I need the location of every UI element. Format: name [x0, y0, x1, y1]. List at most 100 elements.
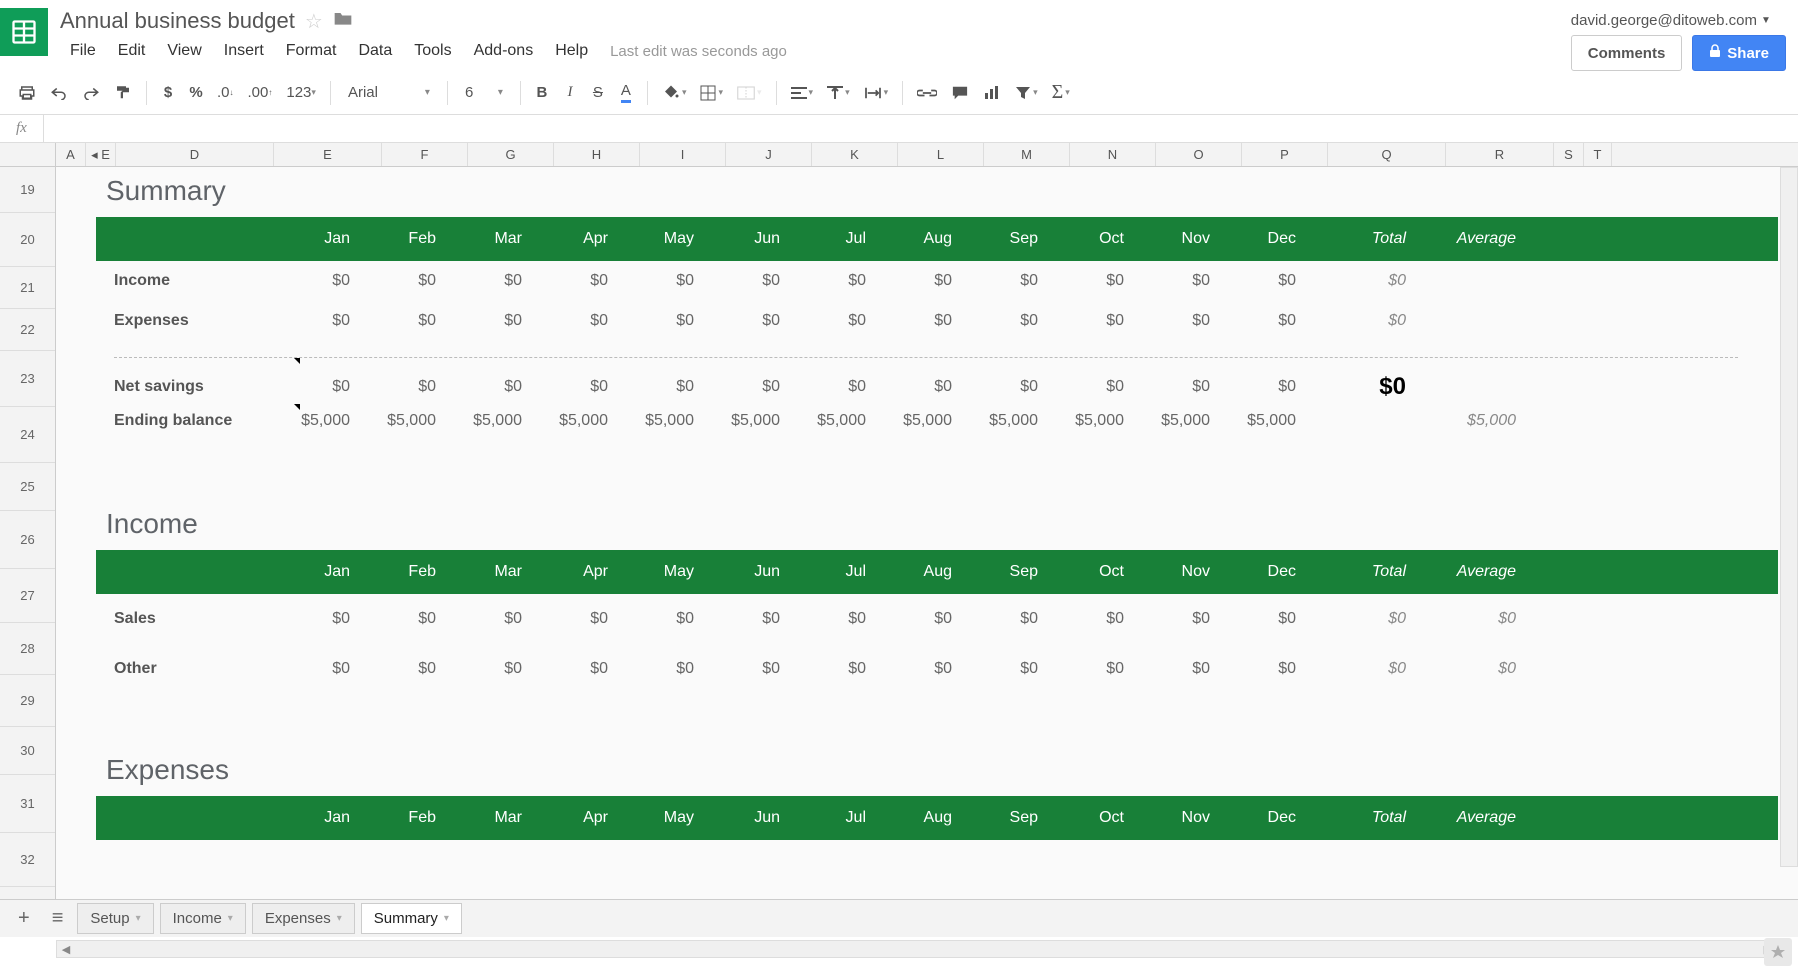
horizontal-scrollbar[interactable]: ◀ ▶	[56, 940, 1778, 958]
decimal-increase-icon[interactable]: .00↑	[242, 79, 279, 107]
month-header: Jun	[706, 563, 792, 581]
month-header: Oct	[1050, 563, 1136, 581]
select-all-corner[interactable]	[0, 143, 56, 166]
share-button[interactable]: Share	[1692, 35, 1786, 71]
month-header: Oct	[1050, 809, 1136, 827]
data-row: Other$0$0$0$0$0$0$0$0$0$0$0$0$0$0	[96, 644, 1778, 694]
row-header[interactable]: 29	[0, 675, 55, 727]
insert-comment-icon[interactable]	[945, 79, 975, 107]
merge-cells-icon[interactable]: ▾	[731, 79, 768, 107]
font-family-dropdown[interactable]: Arial▾	[339, 80, 439, 105]
month-header: May	[620, 563, 706, 581]
column-headers: A◂ EDEFGHIJKLMNOPQRST	[0, 143, 1798, 167]
row-header[interactable]: 27	[0, 569, 55, 623]
italic-icon[interactable]: I	[557, 79, 583, 107]
row-header[interactable]: 31	[0, 775, 55, 833]
column-header[interactable]: M	[984, 143, 1070, 166]
note-indicator-icon	[294, 358, 300, 364]
menu-edit[interactable]: Edit	[108, 38, 156, 64]
column-header[interactable]: R	[1446, 143, 1554, 166]
insert-link-icon[interactable]	[911, 79, 943, 107]
redo-icon[interactable]	[76, 79, 106, 107]
number-format-dropdown[interactable]: 123 ▾	[280, 79, 322, 107]
valign-icon[interactable]: ▾	[821, 79, 856, 107]
column-header[interactable]: S	[1554, 143, 1584, 166]
column-header[interactable]: J	[726, 143, 812, 166]
vertical-scrollbar[interactable]	[1780, 167, 1798, 867]
add-sheet-button[interactable]: +	[10, 903, 38, 934]
menu-view[interactable]: View	[157, 38, 211, 64]
sheets-logo[interactable]	[0, 8, 48, 56]
row-header[interactable]: 22	[0, 309, 55, 351]
sheet-tab-expenses[interactable]: Expenses▾	[252, 903, 355, 934]
sheet-tab-summary[interactable]: Summary▾	[361, 903, 462, 934]
menu-addons[interactable]: Add-ons	[464, 38, 544, 64]
bold-icon[interactable]: B	[529, 79, 555, 107]
comments-button[interactable]: Comments	[1571, 35, 1683, 71]
column-header[interactable]: P	[1242, 143, 1328, 166]
row-header[interactable]: 30	[0, 727, 55, 775]
column-header[interactable]: D	[116, 143, 274, 166]
menu-format[interactable]: Format	[276, 38, 347, 64]
menu-insert[interactable]: Insert	[214, 38, 274, 64]
document-title[interactable]: Annual business budget	[60, 8, 295, 34]
currency-icon[interactable]: $	[155, 79, 181, 107]
row-header[interactable]: 26	[0, 511, 55, 569]
column-header[interactable]: F	[382, 143, 468, 166]
sheet-tab-setup[interactable]: Setup▾	[77, 903, 153, 934]
cell: $0	[1222, 312, 1308, 330]
month-header: Jan	[276, 563, 362, 581]
decimal-decrease-icon[interactable]: .0↓	[211, 79, 240, 107]
column-header[interactable]: E	[274, 143, 382, 166]
formula-input[interactable]	[43, 115, 1798, 142]
all-sheets-button[interactable]: ≡	[44, 903, 72, 934]
column-header[interactable]: O	[1156, 143, 1242, 166]
explore-button[interactable]	[1764, 938, 1792, 966]
column-header[interactable]: G	[468, 143, 554, 166]
user-email[interactable]: david.george@ditoweb.com ▼	[1571, 12, 1786, 29]
column-header[interactable]: I	[640, 143, 726, 166]
undo-icon[interactable]	[44, 79, 74, 107]
row-header[interactable]: 24	[0, 407, 55, 463]
row-header[interactable]: 23	[0, 351, 55, 407]
insert-chart-icon[interactable]	[977, 79, 1007, 107]
menu-file[interactable]: File	[60, 38, 106, 64]
folder-icon[interactable]	[333, 9, 353, 33]
column-header[interactable]: H	[554, 143, 640, 166]
cell: $5,000	[706, 412, 792, 430]
halign-icon[interactable]: ▾	[785, 79, 820, 107]
font-size-dropdown[interactable]: 6▾	[456, 80, 512, 105]
row-header[interactable]: 28	[0, 623, 55, 675]
column-header[interactable]: L	[898, 143, 984, 166]
star-icon[interactable]: ☆	[305, 9, 323, 34]
row-header[interactable]: 20	[0, 213, 55, 267]
filter-icon[interactable]: ▾	[1009, 79, 1044, 107]
row-header[interactable]: 32	[0, 833, 55, 887]
column-header[interactable]: T	[1584, 143, 1612, 166]
column-header[interactable]: K	[812, 143, 898, 166]
sheet-tab-income[interactable]: Income▾	[160, 903, 246, 934]
column-header[interactable]: Q	[1328, 143, 1446, 166]
percent-icon[interactable]: %	[183, 79, 209, 107]
paint-format-icon[interactable]	[108, 79, 138, 107]
menu-tools[interactable]: Tools	[404, 38, 461, 64]
strikethrough-icon[interactable]: S	[585, 79, 611, 107]
functions-icon[interactable]: Σ▾	[1046, 79, 1076, 107]
column-header[interactable]: N	[1070, 143, 1156, 166]
sheet-content[interactable]: Summary Jan Feb Mar Apr May Jun Jul Aug …	[56, 167, 1798, 899]
borders-icon[interactable]: ▾	[694, 79, 729, 107]
cell: $0	[362, 272, 448, 290]
fill-color-icon[interactable]: ▾	[656, 79, 693, 107]
row-header[interactable]: 19	[0, 167, 55, 213]
text-color-icon[interactable]: A	[613, 79, 639, 107]
row-header[interactable]: 21	[0, 267, 55, 309]
column-header[interactable]: A	[56, 143, 86, 166]
menu-help[interactable]: Help	[545, 38, 598, 64]
scroll-left-icon[interactable]: ◀	[57, 941, 75, 957]
menu-data[interactable]: Data	[348, 38, 402, 64]
print-icon[interactable]	[12, 79, 42, 107]
row-header[interactable]: 25	[0, 463, 55, 511]
column-header[interactable]: ◂ E	[86, 143, 116, 166]
total-header: Total	[1308, 563, 1418, 581]
text-wrap-icon[interactable]: ▾	[858, 79, 895, 107]
